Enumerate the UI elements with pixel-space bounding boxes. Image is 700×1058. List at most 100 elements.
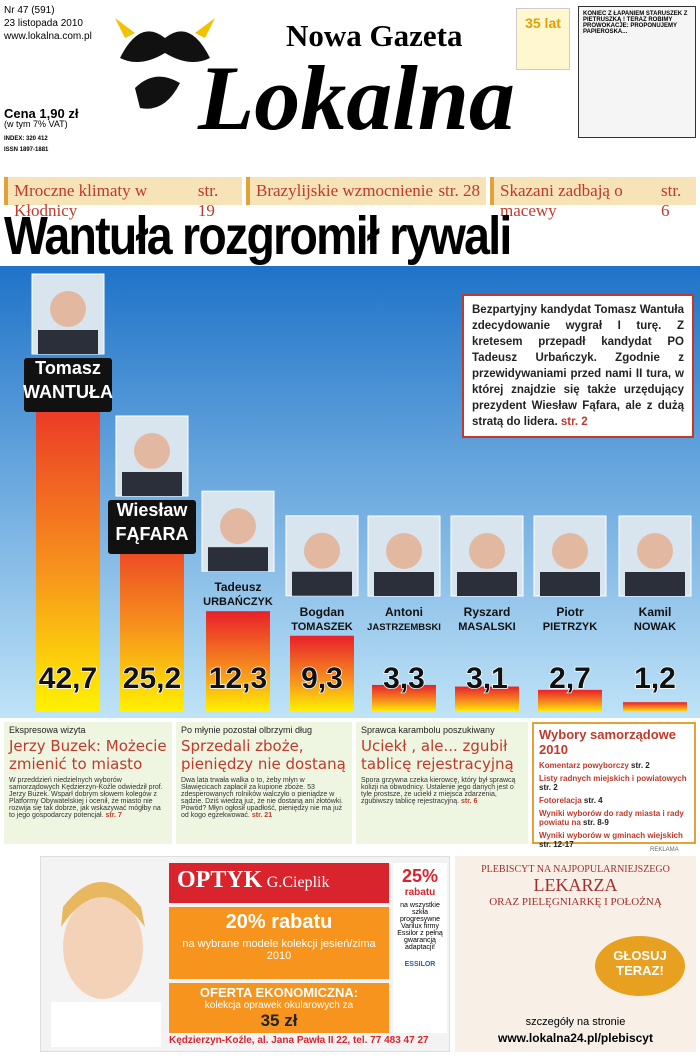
- teaser: Mroczne klimaty w Kłodnicy str. 19: [4, 177, 242, 220]
- item-text: Wyniki wyborów do rady miasta i rady pow…: [539, 809, 684, 827]
- teaser: Skazani zadbają o macewy str. 6: [490, 177, 696, 220]
- bar: [372, 684, 436, 712]
- item-page: str. 12-17: [539, 840, 574, 849]
- kicker: Sprawca karambolu poszukiwany: [361, 725, 495, 735]
- photo-suit: [374, 572, 434, 596]
- item-text: Fotorelacja: [539, 796, 582, 805]
- title-top: Nowa Gazeta: [286, 18, 463, 53]
- item-page: str. 2: [539, 783, 558, 792]
- photo-face: [220, 508, 256, 545]
- photo-face: [304, 532, 340, 569]
- essilor: ESSILOR: [404, 961, 436, 968]
- kicker: Ekspresowa wizyta: [9, 725, 86, 735]
- logo-birds: [115, 18, 215, 109]
- name-plate: [24, 358, 112, 412]
- teaser: Brazylijskie wzmocnienie str. 28: [246, 177, 486, 205]
- elections-item: Fotorelacja str. 4: [539, 796, 689, 805]
- photo-face: [386, 533, 422, 569]
- item-page: str. 8-9: [583, 818, 609, 827]
- optyk-ad: OPTYK G.Cieplik 20% rabatu na wybrane mod…: [40, 856, 450, 1052]
- first-name: Bogdan: [300, 605, 345, 619]
- elections-box: Wybory samorządowe 2010 Komentarz powybo…: [532, 722, 696, 849]
- date: 23 listopada 2010: [4, 18, 83, 29]
- optyk-header: OPTYK G.Cieplik: [169, 863, 389, 903]
- photo-suit: [292, 571, 352, 596]
- photo-suit: [208, 547, 268, 572]
- elections-item: Wyniki wyborów w gminach wiejskich str. …: [539, 831, 689, 849]
- photo-face: [469, 533, 505, 569]
- discount-text: na wybrane modele kolekcji jesień/zima 2…: [182, 938, 376, 962]
- news-page: str. 7: [105, 812, 122, 819]
- teaser-page: str. 28: [438, 181, 480, 200]
- teaser-text: Brazylijskie wzmocnienie: [256, 181, 434, 200]
- item-text: Wyniki wyborów w gminach wiejskich: [539, 831, 683, 840]
- value-label: 9,3: [301, 662, 343, 695]
- discount: 20% rabatu: [225, 911, 333, 933]
- photo-suit: [540, 572, 600, 596]
- offer-price: 35 zł: [260, 1011, 298, 1030]
- last-name: TOMASZEK: [291, 621, 353, 633]
- value-label: 12,3: [209, 662, 267, 695]
- photo-face: [637, 533, 673, 569]
- anniversary-badge: 35 lat: [516, 8, 570, 70]
- item-page: str. 2: [631, 761, 650, 770]
- discount-box: 20% rabatu na wybrane modele kolekcji jes…: [169, 907, 389, 979]
- value-label: 3,3: [383, 662, 425, 695]
- news-body: W przeddzień niedzielnych wyborów samorz…: [9, 777, 163, 819]
- index: INDEX: 320 412: [4, 136, 48, 142]
- last-name: URBAŃCZYK: [203, 595, 273, 608]
- vote-badge: GŁOSUJ TERAZ!: [595, 936, 685, 996]
- offer-text: kolekcja oprawek okularowych za: [204, 1000, 354, 1011]
- pleb-line1: PLEBISCYT NA NAJPOPULARNIEJSZEGO: [481, 864, 670, 875]
- side-offer: 25% rabatu na wszystkie szkła progresywne …: [393, 863, 447, 1033]
- side-pct: 25%: [401, 866, 439, 886]
- pleb-line2: LEKARZA: [533, 875, 618, 895]
- pleb-url: www.lokalna24.pl/plebiscyt: [498, 1031, 653, 1045]
- price: Cena 1,90 zł: [4, 106, 79, 121]
- first-name: Tomasz: [35, 358, 101, 378]
- last-name: FĄFARA: [116, 524, 189, 544]
- news-title: Uciekł , ale... zgubił tablicę rejestrac…: [361, 737, 514, 773]
- issue: Nr 47 (591): [4, 5, 55, 16]
- first-name: Piotr: [556, 605, 584, 619]
- plebiscite: PLEBISCYT NA NAJPOPULARNIEJSZEGO LEKARZA…: [455, 856, 696, 1052]
- offer: OFERTA EKONOMICZNA:: [199, 985, 359, 1000]
- bar: [206, 611, 270, 712]
- first-name: Kamil: [639, 605, 672, 619]
- value-label: 3,1: [466, 662, 508, 695]
- elections-item: Komentarz powyborczy str. 2: [539, 761, 689, 770]
- side-text: na wszystkie szkła progresywne Varilux f…: [397, 902, 443, 951]
- kicker: Po młynie pozostał olbrzymi dług: [181, 725, 313, 735]
- pleb-details: szczegóły na stronie: [525, 1016, 626, 1028]
- elections-item: Wyniki wyborów do rady miasta i rady pow…: [539, 809, 689, 827]
- news-page: str. 21: [251, 812, 273, 819]
- photo-suit: [38, 330, 98, 354]
- value-label: 42,7: [39, 662, 97, 695]
- news-title: Jerzy Buzek: Możecie zmienić to miasto: [9, 737, 167, 773]
- lead-text: Bezpartyjny kandydat Tomasz Wantuła zdec…: [472, 304, 684, 428]
- brand: OPTYK: [177, 867, 263, 893]
- news-body: Dwa lata trwała walka o to, żeby młyn w …: [181, 777, 343, 819]
- teaser-page: str. 19: [197, 181, 219, 220]
- value-label: 1,2: [634, 662, 676, 695]
- owner: G.Cieplik: [266, 874, 330, 891]
- news-box: Sprawca karambolu poszukiwany Uciekł , al…: [356, 722, 528, 844]
- photo-face: [50, 291, 86, 327]
- item-text: Listy radnych miejskich i powiatowych: [539, 774, 687, 783]
- teaser-text: Skazani zadbają o macewy: [500, 181, 623, 220]
- teaser-page: str. 6: [661, 181, 682, 220]
- first-name: Wiesław: [117, 500, 189, 520]
- title-main: Lokalna: [198, 47, 515, 149]
- bar: [290, 635, 354, 712]
- headline: Wantuła rozgromił rywali: [4, 206, 512, 266]
- first-name: Antoni: [385, 605, 423, 619]
- item-page: str. 4: [583, 796, 603, 805]
- value-label: 2,7: [549, 662, 591, 695]
- teaser-text: Mroczne klimaty w Kłodnicy: [14, 181, 148, 220]
- price-block: Cena 1,90 zł (w tym 7% VAT) INDEX: 320 4…: [4, 106, 79, 156]
- last-name: WANTUŁA: [23, 382, 113, 402]
- news-box: Ekspresowa wizyta Jerzy Buzek: Możecie zm…: [4, 722, 172, 844]
- elections-list: Komentarz powyborczy str. 2 Listy radnych…: [539, 761, 689, 849]
- photo-suit: [122, 472, 182, 496]
- news-box: Po młynie pozostał olbrzymi dług Sprzedal…: [176, 722, 352, 844]
